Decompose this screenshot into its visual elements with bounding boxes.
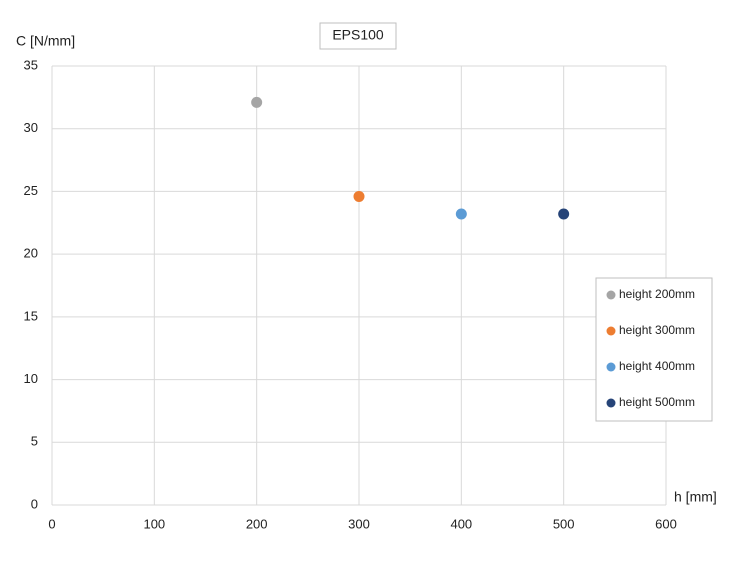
- y-tick-label: 5: [31, 434, 38, 449]
- x-tick-label: 500: [553, 516, 575, 531]
- y-tick-label: 0: [31, 496, 38, 511]
- x-axis-label: h [mm]: [674, 489, 717, 505]
- point: [558, 208, 570, 220]
- legend-label: height 400mm: [619, 359, 695, 373]
- point: [353, 190, 365, 202]
- point: [455, 208, 467, 220]
- chart-title: EPS100: [332, 27, 384, 43]
- y-tick-label: 35: [24, 57, 38, 72]
- x-tick-label: 600: [655, 516, 677, 531]
- x-tick-label: 200: [246, 516, 268, 531]
- y-tick-label: 15: [24, 308, 38, 323]
- y-axis-label: C [N/mm]: [16, 33, 75, 49]
- legend-swatch: [606, 398, 616, 408]
- legend-label: height 500mm: [619, 395, 695, 409]
- x-tick-label: 400: [450, 516, 472, 531]
- x-tick-label: 100: [143, 516, 165, 531]
- legend-swatch: [606, 326, 616, 336]
- legend-label: height 300mm: [619, 323, 695, 337]
- y-tick-label: 10: [24, 371, 38, 386]
- x-tick-label: 300: [348, 516, 370, 531]
- y-tick-label: 30: [24, 120, 38, 135]
- x-tick-label: 0: [48, 516, 55, 531]
- y-tick-label: 20: [24, 246, 38, 261]
- legend-swatch: [606, 290, 616, 300]
- legend-swatch: [606, 362, 616, 372]
- title-box: [319, 22, 397, 50]
- legend-box: [595, 277, 713, 422]
- legend-label: height 200mm: [619, 287, 695, 301]
- y-tick-label: 25: [24, 183, 38, 198]
- point: [251, 96, 263, 108]
